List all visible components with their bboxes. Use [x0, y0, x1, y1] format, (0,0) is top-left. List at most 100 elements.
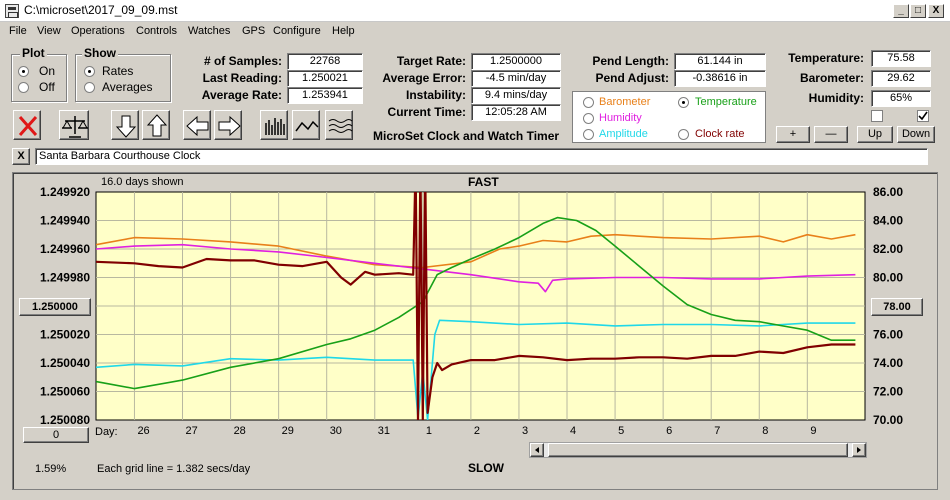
wave-view-button[interactable]	[292, 110, 320, 140]
left-arrow-button[interactable]	[183, 110, 211, 140]
humidity-radio[interactable]	[583, 113, 594, 124]
up-button[interactable]: Up	[857, 126, 893, 143]
scroll-thumb[interactable]	[548, 443, 848, 457]
smooth-view-button[interactable]	[325, 110, 353, 140]
menu-controls[interactable]: Controls	[136, 25, 177, 37]
minus-button[interactable]: —	[814, 126, 848, 143]
last-reading-label: Last Reading:	[202, 71, 282, 85]
x-tick-label: 1	[426, 425, 432, 437]
arrow-down-icon	[115, 115, 137, 138]
x-tick-label: 7	[714, 425, 720, 437]
multi-wave-icon	[328, 119, 353, 133]
amplitude-radio[interactable]	[583, 129, 594, 140]
series-barometer	[96, 233, 856, 269]
watch-close-button[interactable]: X	[12, 148, 30, 165]
barometer-label: Barometer:	[799, 71, 864, 85]
series-amplitude	[96, 319, 856, 420]
show-group	[75, 54, 171, 102]
average-rate-label: Average Rate:	[201, 88, 282, 102]
plot-group-title: Plot	[20, 46, 47, 60]
current-time-label: Current Time:	[387, 105, 466, 119]
pend-adjust-label: Pend Adjust:	[595, 71, 669, 85]
humidity-field: 65%	[871, 90, 931, 107]
minimize-button[interactable]: _	[893, 4, 909, 18]
humidity-checkbox-2[interactable]	[917, 110, 929, 122]
temperature-radio[interactable]	[678, 97, 689, 108]
grid-note: Each grid line = 1.382 secs/day	[97, 463, 251, 475]
show-rates-radio[interactable]	[84, 66, 95, 77]
right-arrow-button[interactable]	[214, 110, 242, 140]
menu-watches[interactable]: Watches	[188, 25, 231, 37]
plus-button[interactable]: +	[776, 126, 810, 143]
left-tick-label: 1.250040	[40, 356, 90, 370]
bar-graph-icon	[265, 118, 285, 135]
app-caption: MicroSet Clock and Watch Timer	[373, 129, 560, 143]
scroll-right-button[interactable]	[852, 443, 866, 457]
current-time-field: 12:05:28 AM	[471, 104, 561, 121]
humidity-checkbox-1[interactable]	[871, 110, 883, 122]
balance-scale-icon	[62, 116, 88, 138]
left-bottom-button[interactable]: 0	[23, 427, 89, 443]
x-tick-label: 26	[137, 425, 149, 437]
menu-gps[interactable]: GPS	[242, 25, 266, 37]
temperature-label: Temperature:	[788, 51, 864, 65]
pend-length-label: Pend Length:	[592, 54, 669, 68]
down-button[interactable]: Down	[897, 126, 935, 143]
menu-operations[interactable]: Operations	[71, 25, 125, 37]
humidity-label: Humidity:	[808, 91, 864, 105]
average-error-label: Average Error:	[382, 71, 466, 85]
left-tick-label: 1.250060	[40, 385, 90, 399]
days-shown-label: 16.0 days shown	[101, 176, 184, 188]
right-tick-label: 84.00	[873, 214, 903, 228]
right-tick-label: 82.00	[873, 242, 903, 256]
left-tick-label: 1.249920	[40, 185, 90, 199]
bars-view-button[interactable]	[260, 110, 288, 140]
x-tick-label: 8	[762, 425, 768, 437]
up-arrow-button[interactable]	[142, 110, 170, 140]
amplitude-option-label: Amplitude	[599, 128, 648, 140]
left-tick-label: 1.249940	[40, 214, 90, 228]
x-tick-label: 3	[522, 425, 528, 437]
chart-frame: 1.249920 1.249940 1.249960 1.249980 1.250020…	[12, 172, 938, 490]
horizontal-scrollbar[interactable]	[529, 442, 867, 458]
clock-rate-radio[interactable]	[678, 129, 689, 140]
show-averages-radio[interactable]	[84, 82, 95, 93]
barometer-radio[interactable]	[583, 97, 594, 108]
left-tick-label: 1.249980	[40, 271, 90, 285]
x-tick-label: 30	[330, 425, 342, 437]
plot-off-radio[interactable]	[18, 82, 29, 93]
maximize-button[interactable]: □	[910, 4, 926, 18]
average-error-field: -4.5 min/day	[471, 70, 561, 87]
menu-configure[interactable]: Configure	[273, 25, 321, 37]
x-tick-label: 29	[282, 425, 294, 437]
pend-adjust-field: -0.38616 in	[674, 70, 766, 87]
right-center-button[interactable]: 78.00	[871, 298, 923, 316]
balance-button[interactable]	[59, 110, 89, 140]
instability-label: Instability:	[405, 88, 466, 102]
watch-name-field[interactable]: Santa Barbara Courthouse Clock	[35, 148, 928, 165]
close-button[interactable]: X	[928, 4, 944, 18]
plot-on-radio[interactable]	[18, 66, 29, 77]
window-title: C:\microset\2017_09_09.mst	[24, 3, 178, 17]
x-tick-label: 28	[234, 425, 246, 437]
down-arrow-button[interactable]	[111, 110, 139, 140]
samples-label: # of Samples:	[203, 54, 282, 68]
stop-button[interactable]	[13, 110, 41, 140]
menu-file[interactable]: File	[9, 25, 27, 37]
pend-length-field[interactable]: 61.144 in	[674, 53, 766, 70]
scroll-left-button[interactable]	[530, 443, 544, 457]
x-tick-label: 31	[378, 425, 390, 437]
fast-label: FAST	[468, 175, 499, 189]
target-rate-field[interactable]: 1.2500000	[471, 53, 561, 70]
plot-group	[11, 54, 67, 102]
left-center-button[interactable]: 1.250000	[19, 298, 91, 316]
app-icon[interactable]	[5, 4, 19, 18]
x-tick-label: 4	[570, 425, 576, 437]
show-group-title: Show	[82, 46, 118, 60]
show-averages-label: Averages	[102, 80, 153, 94]
menu-view[interactable]: View	[37, 25, 61, 37]
samples-field: 22768	[287, 53, 363, 70]
right-tick-label: 76.00	[873, 328, 903, 342]
temperature-field: 75.58	[871, 50, 931, 67]
menu-help[interactable]: Help	[332, 25, 355, 37]
